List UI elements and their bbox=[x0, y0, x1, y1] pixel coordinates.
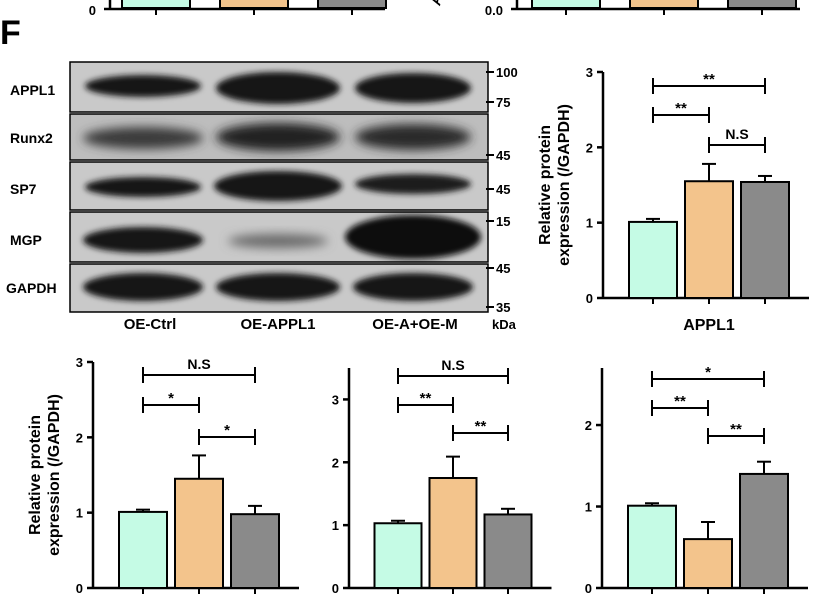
top-strip-left-tick-label: 0 bbox=[89, 3, 96, 18]
significance-label: * bbox=[224, 422, 230, 439]
blot-lane-label: OE-Ctrl bbox=[124, 316, 177, 333]
bar-chart-mgp: 012***** bbox=[585, 364, 808, 596]
blot-strip-appl1 bbox=[69, 61, 489, 113]
significance-label: ** bbox=[703, 71, 715, 88]
blot-row-label: GAPDH bbox=[6, 280, 57, 296]
y-tick-label: 1 bbox=[332, 518, 339, 533]
y-tick-label: 2 bbox=[586, 140, 593, 155]
top-strip-bar-ctrl bbox=[531, 0, 601, 9]
marker-label: 75 bbox=[496, 95, 510, 110]
top-strip-bar-am bbox=[727, 0, 797, 9]
top-strip-bar-appl1 bbox=[629, 0, 699, 9]
bar-oe-ctrl bbox=[628, 220, 678, 299]
significance-label: ** bbox=[420, 390, 432, 407]
y-axis-label: expression (/GAPDH) bbox=[556, 104, 573, 266]
significance-label: * bbox=[168, 390, 174, 407]
bar-chart-runx2: 0 1 2 3 N.S * * Relative protein expression (/GA… bbox=[27, 355, 299, 596]
blot-lane-label: OE-A+OE-M bbox=[372, 316, 457, 333]
significance-label: N.S bbox=[441, 357, 464, 373]
chart-title: APPL1 bbox=[683, 317, 735, 334]
blot-band bbox=[83, 273, 203, 301]
bar-chart-sp7: 0 1 2 3 N.S ** ** bbox=[332, 357, 552, 596]
marker-label: 35 bbox=[496, 300, 510, 315]
blot-band bbox=[228, 234, 328, 248]
blot-band bbox=[85, 75, 201, 97]
top-strip-clipped-letter: A bbox=[427, 0, 446, 8]
y-tick-label: 1 bbox=[585, 500, 592, 515]
bar-oe-appl1 bbox=[428, 477, 478, 589]
blot-strip-mgp bbox=[69, 211, 489, 263]
bar-oe-ctrl bbox=[118, 510, 168, 589]
blot-row-label: APPL1 bbox=[10, 82, 55, 98]
blot-row-label: Runx2 bbox=[10, 130, 53, 146]
y-tick-label: 3 bbox=[76, 355, 83, 370]
blot-band bbox=[216, 123, 340, 151]
top-strip-bar-am bbox=[317, 0, 387, 9]
blot-band bbox=[345, 215, 481, 259]
blot-band bbox=[355, 124, 471, 150]
y-tick-label: 2 bbox=[332, 455, 339, 470]
significance-label: ** bbox=[674, 393, 686, 410]
marker-label: 100 bbox=[496, 65, 518, 80]
marker-label: 45 bbox=[496, 148, 510, 163]
blot-band bbox=[85, 177, 201, 197]
blot-lane-label: OE-APPL1 bbox=[240, 316, 315, 333]
bar-oe-appl1 bbox=[683, 538, 733, 589]
blot-band bbox=[214, 171, 342, 201]
significance-label: N.S bbox=[187, 356, 210, 372]
significance-label: ** bbox=[675, 100, 687, 117]
top-strip-right-tick-label: 0.0 bbox=[485, 3, 503, 18]
blot-strip-sp7 bbox=[69, 161, 489, 211]
top-strip-bar-appl1 bbox=[219, 0, 289, 9]
y-tick-label: 0 bbox=[332, 581, 339, 596]
blot-band bbox=[355, 174, 471, 194]
y-tick-label: 1 bbox=[586, 216, 593, 231]
y-tick-label: 2 bbox=[76, 430, 83, 445]
bar-oe-ctrl bbox=[373, 522, 423, 589]
y-tick-label: 3 bbox=[586, 65, 593, 80]
significance-label: N.S bbox=[725, 126, 748, 142]
y-tick-label: 1 bbox=[76, 506, 83, 521]
bar-oe-a-oe-m bbox=[740, 180, 790, 299]
marker-label: 45 bbox=[496, 261, 510, 276]
blot-band bbox=[83, 227, 203, 253]
top-strip-partial-charts: 0 A 0.0 bbox=[89, 0, 800, 18]
western-blot: APPL1 Runx2 SP7 MGP GAPDH bbox=[6, 61, 518, 333]
bar-oe-a-oe-m bbox=[739, 472, 789, 590]
y-axis-label: Relative protein bbox=[537, 125, 554, 245]
bar-oe-a-oe-m bbox=[483, 513, 533, 590]
bar-chart-appl1: 0 1 2 3 ** ** N.S APPL1 Relative protein expressi… bbox=[537, 65, 809, 334]
significance-label: ** bbox=[730, 421, 742, 438]
blot-band bbox=[83, 127, 203, 149]
top-strip-bar-ctrl bbox=[121, 0, 191, 9]
y-axis-label: Relative protein bbox=[27, 415, 44, 535]
blot-band bbox=[216, 72, 340, 104]
marker-label: 45 bbox=[496, 182, 510, 197]
marker-label: 15 bbox=[496, 214, 510, 229]
y-tick-label: 2 bbox=[585, 418, 592, 433]
blot-strip-gapdh bbox=[69, 263, 489, 313]
significance-label: ** bbox=[475, 418, 487, 435]
bar-oe-a-oe-m bbox=[230, 513, 280, 590]
y-tick-label: 0 bbox=[585, 581, 592, 596]
bar-oe-appl1 bbox=[684, 180, 734, 300]
blot-markers: 100 75 45 45 15 45 35 kDa bbox=[486, 65, 518, 332]
bar-oe-ctrl bbox=[627, 504, 677, 589]
bar-oe-appl1 bbox=[174, 477, 224, 589]
y-axis-label: expression (/GAPDH) bbox=[46, 394, 63, 556]
blot-band bbox=[355, 73, 471, 103]
y-tick-label: 3 bbox=[332, 392, 339, 407]
significance-label: * bbox=[705, 364, 711, 381]
panel-label: F bbox=[0, 14, 21, 52]
blot-row-label: SP7 bbox=[10, 181, 37, 197]
kda-label: kDa bbox=[492, 317, 517, 332]
blot-band bbox=[216, 273, 340, 301]
y-tick-label: 0 bbox=[586, 291, 593, 306]
blot-strip-runx2 bbox=[69, 113, 489, 161]
blot-row-label: MGP bbox=[10, 232, 42, 248]
blot-band bbox=[353, 273, 473, 301]
y-tick-label: 0 bbox=[76, 581, 83, 596]
